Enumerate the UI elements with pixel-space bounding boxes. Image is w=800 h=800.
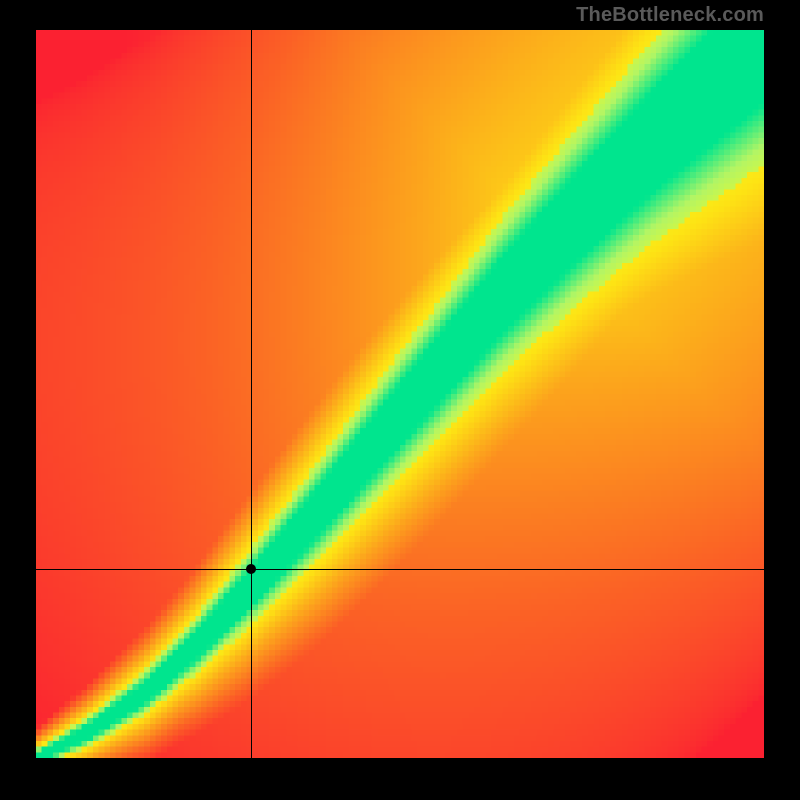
heatmap-canvas: [36, 30, 764, 758]
crosshair-marker-dot: [246, 564, 256, 574]
watermark-text: TheBottleneck.com: [576, 4, 764, 27]
heatmap-plot: [36, 30, 764, 758]
crosshair-vertical: [251, 30, 252, 758]
crosshair-horizontal: [36, 569, 764, 570]
